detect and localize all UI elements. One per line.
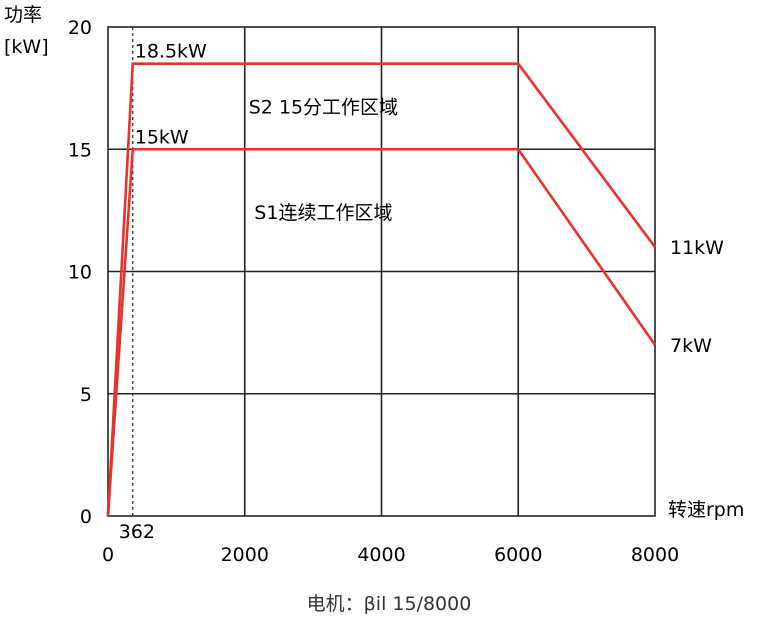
- series-line-0: [106, 62, 657, 517]
- y-axis-label-line1: 功率: [4, 4, 42, 26]
- y-tick-label-2: 10: [68, 262, 92, 284]
- y-tick-label-0: 0: [80, 506, 92, 528]
- annotation-4: 11kW: [670, 237, 724, 259]
- annotation-0: 18.5kW: [135, 41, 207, 63]
- x-tick-label-4: 8000: [631, 544, 679, 566]
- x-tick-label-1: 2000: [221, 544, 269, 566]
- annotation-1: 15kW: [135, 126, 189, 148]
- y-axis-label-line2: [kW]: [4, 36, 49, 58]
- chart-caption: 电机：βil 15/8000: [307, 593, 472, 615]
- annotation-3: S1连续工作区域: [254, 202, 392, 224]
- x-tick-label-0: 0: [102, 544, 114, 566]
- y-tick-label-3: 15: [68, 139, 92, 161]
- grid: [107, 26, 656, 517]
- x-tick-label-2: 4000: [357, 544, 405, 566]
- annotations: 18.5kW 15kW S2 15分工作区域 S1连续工作区域 11kW 7kW: [135, 41, 724, 357]
- annotation-2: S2 15分工作区域: [249, 97, 398, 119]
- y-tick-label-4: 20: [68, 17, 92, 39]
- x-axis-label: 转速rpm: [668, 499, 744, 521]
- y-tick-label-1: 5: [80, 384, 92, 406]
- series-lines: [106, 62, 657, 517]
- annotation-5: 7kW: [670, 335, 712, 357]
- x-tick-label-3: 6000: [494, 544, 542, 566]
- series-line-1: [106, 147, 657, 517]
- dashed-marker-label: 362: [119, 521, 155, 543]
